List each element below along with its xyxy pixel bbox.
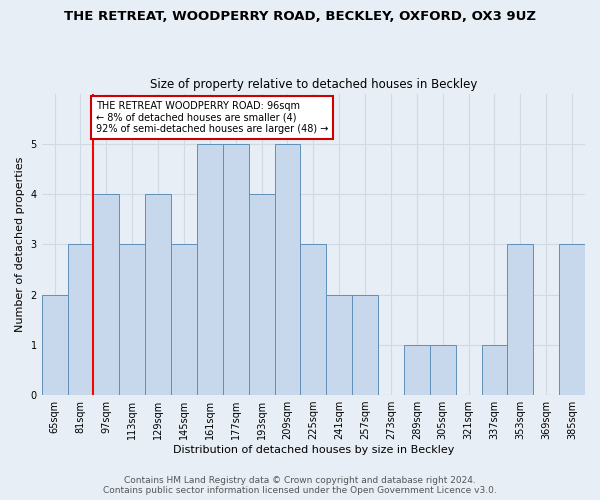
Bar (68, 244, 94, 395)
Bar (301, 244, 326, 395)
Bar (404, 345, 430, 395)
Bar (482, 345, 508, 395)
Bar (145, 194, 171, 395)
Text: Contains HM Land Registry data © Crown copyright and database right 2024.
Contai: Contains HM Land Registry data © Crown c… (103, 476, 497, 495)
Bar (94, 194, 119, 395)
Title: Size of property relative to detached houses in Beckley: Size of property relative to detached ho… (149, 78, 477, 91)
Bar (559, 244, 585, 395)
Bar (326, 294, 352, 395)
Text: THE RETREAT WOODPERRY ROAD: 96sqm
← 8% of detached houses are smaller (4)
92% of: THE RETREAT WOODPERRY ROAD: 96sqm ← 8% o… (96, 101, 328, 134)
Y-axis label: Number of detached properties: Number of detached properties (15, 156, 25, 332)
X-axis label: Distribution of detached houses by size in Beckley: Distribution of detached houses by size … (173, 445, 454, 455)
Bar (352, 294, 378, 395)
Bar (508, 244, 533, 395)
Bar (171, 244, 197, 395)
Text: THE RETREAT, WOODPERRY ROAD, BECKLEY, OXFORD, OX3 9UZ: THE RETREAT, WOODPERRY ROAD, BECKLEY, OX… (64, 10, 536, 23)
Bar (223, 144, 248, 395)
Bar (41, 294, 68, 395)
Bar (430, 345, 455, 395)
Bar (248, 194, 275, 395)
Bar (275, 144, 301, 395)
Bar (119, 244, 145, 395)
Bar (197, 144, 223, 395)
